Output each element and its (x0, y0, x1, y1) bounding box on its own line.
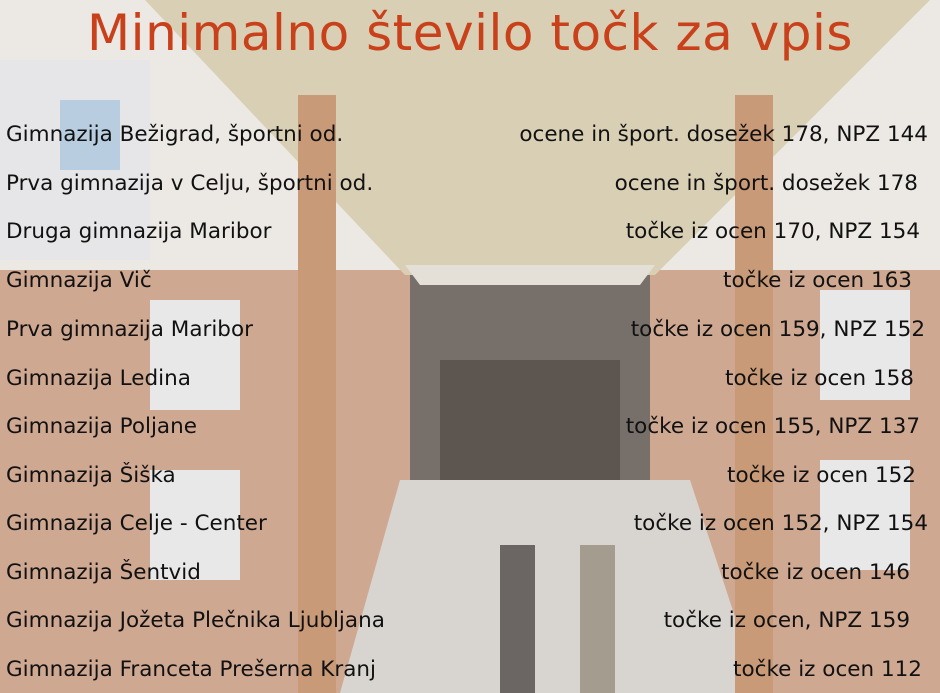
page-title: Minimalno število točk za vpis (87, 4, 853, 62)
school-name: Gimnazija Šiška (6, 463, 176, 488)
school-name: Gimnazija Jožeta Plečnika Ljubljana (6, 608, 385, 633)
min-points: točke iz ocen 152, NPZ 154 (633, 511, 928, 536)
min-points: točke iz ocen 170, NPZ 154 (625, 219, 920, 244)
min-points: točke iz ocen 112 (733, 657, 922, 682)
min-points: točke iz ocen 152 (727, 463, 916, 488)
list-item: Gimnazija Bežigrad, športni od. ocene in … (0, 122, 940, 152)
list-item: Gimnazija Šiška točke iz ocen 152 (0, 463, 940, 493)
list-item: Gimnazija Poljane točke iz ocen 155, NPZ … (0, 414, 940, 444)
school-name: Gimnazija Šentvid (6, 560, 201, 585)
list-item: Gimnazija Franceta Prešerna Kranj točke i… (0, 657, 940, 687)
min-points: točke iz ocen 155, NPZ 137 (625, 414, 920, 439)
min-points: točke iz ocen 163 (723, 268, 912, 293)
list-item: Prva gimnazija Maribor točke iz ocen 159,… (0, 317, 940, 347)
list-item: Gimnazija Jožeta Plečnika Ljubljana točke… (0, 608, 940, 638)
school-name: Druga gimnazija Maribor (6, 219, 272, 244)
list-item: Gimnazija Vič točke iz ocen 163 (0, 268, 940, 298)
list-item: Prva gimnazija v Celju, športni od. ocene… (0, 171, 940, 201)
min-points: točke iz ocen 158 (725, 366, 914, 391)
school-name: Gimnazija Celje - Center (6, 511, 267, 536)
list-item: Druga gimnazija Maribor točke iz ocen 170… (0, 219, 940, 249)
min-points: točke iz ocen 159, NPZ 152 (630, 317, 925, 342)
school-name: Gimnazija Ledina (6, 366, 191, 391)
min-points: točke iz ocen 146 (721, 560, 910, 585)
min-points: ocene in šport. dosežek 178, NPZ 144 (519, 122, 928, 147)
school-name: Gimnazija Poljane (6, 414, 197, 439)
min-points: točke iz ocen, NPZ 159 (663, 608, 910, 633)
list-item: Gimnazija Celje - Center točke iz ocen 15… (0, 511, 940, 541)
min-points: ocene in šport. dosežek 178 (614, 171, 918, 196)
list-item: Gimnazija Šentvid točke iz ocen 146 (0, 560, 940, 590)
school-name: Prva gimnazija Maribor (6, 317, 253, 342)
school-name: Gimnazija Bežigrad, športni od. (6, 122, 344, 147)
school-name: Prva gimnazija v Celju, športni od. (6, 171, 374, 196)
school-name: Gimnazija Vič (6, 268, 152, 293)
list-item: Gimnazija Ledina točke iz ocen 158 (0, 366, 940, 396)
school-name: Gimnazija Franceta Prešerna Kranj (6, 657, 376, 682)
